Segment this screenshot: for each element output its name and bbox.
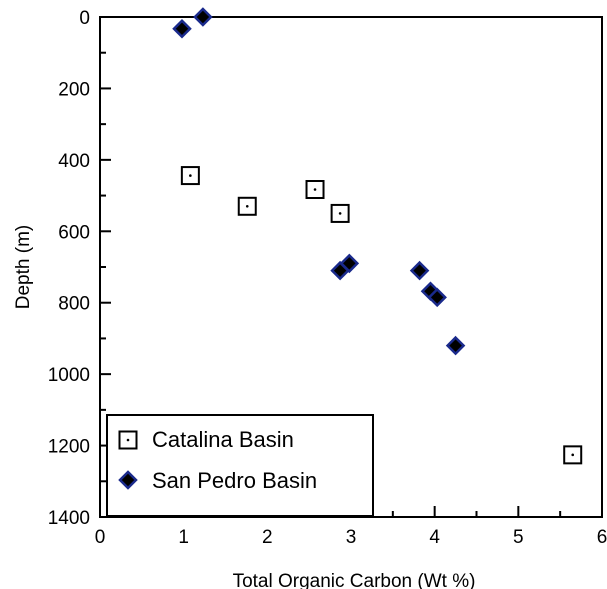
x-tick-label: 6 [597, 527, 607, 548]
legend-marker-catalina [118, 430, 138, 450]
catalina-point [180, 166, 200, 186]
legend: Catalina Basin San Pedro Basin [106, 414, 374, 517]
catalina-point [237, 196, 257, 216]
y-tick-label: 400 [58, 151, 90, 172]
x-tick-label: 2 [262, 527, 273, 548]
san-pedro-point [445, 335, 466, 356]
san-pedro-point [427, 287, 447, 308]
legend-square-icon [118, 430, 138, 450]
y-tick-label: 200 [58, 79, 90, 100]
catalina-point [305, 180, 325, 199]
catalina-point [563, 445, 583, 465]
y-tick-label: 800 [58, 294, 90, 315]
legend-label-san-pedro: San Pedro Basin [152, 468, 317, 493]
san-pedro-point [172, 19, 192, 39]
x-tick-label: 3 [346, 527, 357, 548]
y-tick-label: 1000 [48, 365, 90, 386]
legend-diamond-icon [118, 470, 138, 490]
x-axis-title: Total Organic Carbon (Wt %) [233, 571, 476, 589]
y-tick-label: 1200 [48, 437, 90, 458]
y-tick-label: 600 [58, 222, 90, 243]
y-tick-label: 1400 [48, 508, 90, 529]
legend-label-catalina: Catalina Basin [152, 427, 294, 452]
data-points [172, 7, 583, 465]
catalina-point [330, 203, 350, 223]
x-tick-label: 4 [429, 527, 440, 548]
san-pedro-point [339, 253, 360, 274]
legend-marker-san-pedro [118, 470, 138, 490]
y-axis: 0 200 400 600 800 1000 1200 1400 [48, 8, 111, 529]
legend-box [106, 414, 374, 517]
x-tick-label: 1 [178, 527, 189, 548]
san-pedro-point [409, 260, 430, 281]
x-tick-label: 0 [95, 527, 106, 548]
y-axis-title: Depth (m) [13, 225, 34, 309]
y-tick-label: 0 [79, 8, 90, 29]
san-pedro-point [193, 7, 213, 27]
x-tick-label: 5 [513, 527, 524, 548]
